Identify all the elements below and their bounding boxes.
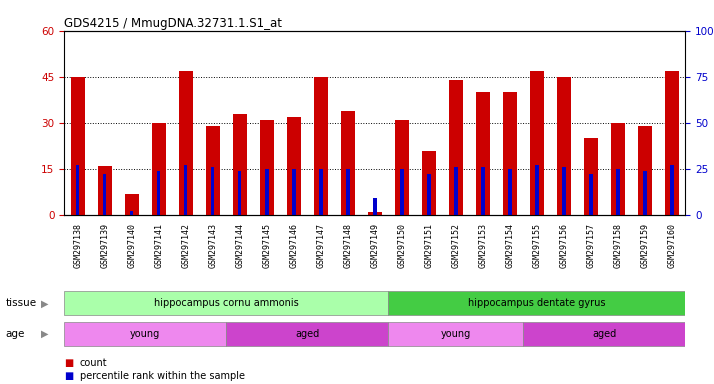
- Bar: [184, 165, 188, 215]
- Bar: [523, 322, 685, 346]
- Bar: [589, 174, 593, 215]
- Bar: [292, 169, 296, 215]
- Text: hippocampus cornu ammonis: hippocampus cornu ammonis: [154, 298, 298, 308]
- Bar: [503, 92, 517, 215]
- Bar: [341, 111, 355, 215]
- Bar: [388, 322, 523, 346]
- Bar: [238, 171, 241, 215]
- Bar: [481, 167, 485, 215]
- Bar: [98, 166, 111, 215]
- Bar: [611, 123, 625, 215]
- Bar: [584, 138, 598, 215]
- Bar: [373, 199, 376, 215]
- Text: ■: ■: [64, 371, 74, 381]
- Bar: [226, 322, 388, 346]
- Bar: [476, 92, 490, 215]
- Bar: [206, 126, 220, 215]
- Bar: [314, 77, 328, 215]
- Bar: [665, 71, 679, 215]
- Bar: [449, 80, 463, 215]
- Bar: [76, 165, 79, 215]
- Bar: [400, 169, 403, 215]
- Bar: [454, 167, 458, 215]
- Bar: [557, 77, 570, 215]
- Text: percentile rank within the sample: percentile rank within the sample: [80, 371, 245, 381]
- Bar: [562, 167, 565, 215]
- Bar: [638, 126, 652, 215]
- Bar: [368, 212, 381, 215]
- Bar: [260, 120, 273, 215]
- Bar: [670, 165, 673, 215]
- Bar: [536, 165, 538, 215]
- Text: tissue: tissue: [6, 298, 37, 308]
- Text: young: young: [441, 329, 471, 339]
- Text: hippocampus dentate gyrus: hippocampus dentate gyrus: [468, 298, 605, 308]
- Text: GDS4215 / MmugDNA.32731.1.S1_at: GDS4215 / MmugDNA.32731.1.S1_at: [64, 17, 282, 30]
- Text: aged: aged: [295, 329, 319, 339]
- Bar: [265, 169, 268, 215]
- Bar: [643, 171, 647, 215]
- Bar: [211, 167, 214, 215]
- Bar: [157, 171, 161, 215]
- Bar: [152, 123, 166, 215]
- Bar: [71, 77, 84, 215]
- Bar: [125, 194, 139, 215]
- Text: ▶: ▶: [41, 298, 48, 308]
- Bar: [422, 151, 436, 215]
- Text: ■: ■: [64, 358, 74, 368]
- Text: count: count: [80, 358, 108, 368]
- Bar: [64, 322, 226, 346]
- Bar: [287, 117, 301, 215]
- Text: ▶: ▶: [41, 329, 48, 339]
- Bar: [103, 174, 106, 215]
- Bar: [508, 169, 511, 215]
- Text: aged: aged: [593, 329, 617, 339]
- Bar: [427, 174, 431, 215]
- Bar: [616, 169, 620, 215]
- Bar: [530, 71, 543, 215]
- Bar: [233, 114, 246, 215]
- Bar: [388, 291, 685, 316]
- Bar: [179, 71, 193, 215]
- Bar: [395, 120, 408, 215]
- Bar: [64, 291, 388, 316]
- Bar: [346, 169, 350, 215]
- Bar: [130, 211, 134, 215]
- Bar: [319, 169, 323, 215]
- Text: age: age: [6, 329, 25, 339]
- Text: young: young: [130, 329, 161, 339]
